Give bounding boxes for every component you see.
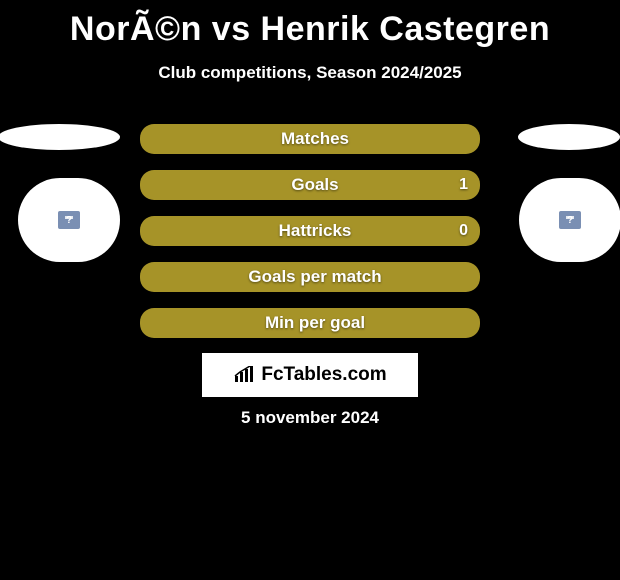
stat-row-goals-per-match: Goals per match (140, 262, 480, 292)
stat-label: Goals per match (140, 267, 480, 287)
stat-label: Hattricks (140, 221, 480, 241)
page-title: NorÃ©n vs Henrik Castegren (0, 0, 620, 49)
brand-chart-icon (233, 366, 255, 384)
stat-label: Goals (140, 175, 480, 195)
stat-row-matches: Matches (140, 124, 480, 154)
stat-label: Min per goal (140, 313, 480, 333)
right-jersey-icon (559, 211, 581, 229)
left-jersey-icon (58, 211, 80, 229)
left-halo (0, 124, 120, 150)
stats-block: Matches Goals 1 Hattricks 0 Goals per ma… (140, 124, 480, 354)
right-player-badge (519, 178, 620, 262)
subtitle: Club competitions, Season 2024/2025 (0, 63, 620, 83)
stat-row-min-per-goal: Min per goal (140, 308, 480, 338)
stat-row-hattricks: Hattricks 0 (140, 216, 480, 246)
right-halo (518, 124, 620, 150)
stat-row-goals: Goals 1 (140, 170, 480, 200)
left-player-badge (18, 178, 120, 262)
stat-value: 0 (459, 222, 468, 240)
stat-label: Matches (140, 129, 480, 149)
snapshot-date: 5 november 2024 (0, 408, 620, 428)
brand-text: FcTables.com (261, 364, 386, 386)
brand-badge: FcTables.com (202, 353, 418, 397)
stat-value: 1 (459, 176, 468, 194)
